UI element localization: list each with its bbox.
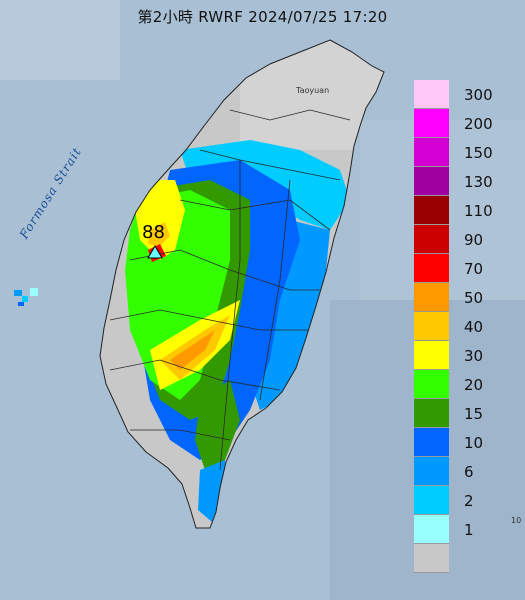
- max-value-label: 88: [142, 222, 165, 243]
- zone-40mm-north: [148, 222, 170, 246]
- color-legend: [414, 80, 449, 573]
- legend-label: 15: [464, 405, 484, 423]
- penghu-islands: [14, 288, 38, 306]
- legend-label: 90: [464, 231, 484, 249]
- map-title: 第2小時 RWRF 2024/07/25 17:20: [137, 8, 388, 26]
- city-label: Taoyuan: [296, 86, 330, 95]
- legend-label: 6: [464, 463, 474, 481]
- legend-swatch: [414, 341, 449, 370]
- zone-50mm: [170, 330, 215, 370]
- legend-swatch: [414, 80, 449, 109]
- legend-label: 1: [464, 521, 474, 539]
- max-marker-icon: [147, 245, 163, 259]
- legend-swatch: [414, 167, 449, 196]
- legend-swatch: [414, 254, 449, 283]
- legend-swatch: [414, 312, 449, 341]
- legend-swatch: [414, 457, 449, 486]
- legend-swatch: [414, 486, 449, 515]
- legend-swatch: [414, 370, 449, 399]
- legend-swatch: [414, 544, 449, 573]
- legend-label: 20: [464, 376, 484, 394]
- legend-swatch: [414, 196, 449, 225]
- legend-label: 40: [464, 318, 484, 336]
- legend-swatch: [414, 138, 449, 167]
- legend-label: 110: [464, 202, 493, 220]
- legend-label: 70: [464, 260, 484, 278]
- county-boundaries: [109, 109, 351, 471]
- zone-6mm-east: [250, 220, 330, 410]
- legend-label: 10: [464, 434, 484, 452]
- zone-15mm-south: [195, 380, 240, 470]
- legend-label: 2: [464, 492, 474, 510]
- taiwan-coastline: [99, 39, 385, 529]
- legend-label: 150: [464, 144, 493, 162]
- legend-swatch: [414, 515, 449, 544]
- legend-swatch: [414, 109, 449, 138]
- edge-label: 10: [511, 516, 522, 525]
- legend-label: 300: [464, 86, 493, 104]
- cloud-texture-3: [0, 0, 120, 80]
- legend-label: 200: [464, 115, 493, 133]
- legend-swatch: [414, 428, 449, 457]
- legend-label: 50: [464, 289, 484, 307]
- legend-swatch: [414, 283, 449, 312]
- legend-swatch: [414, 225, 449, 254]
- legend-label: 130: [464, 173, 493, 191]
- legend-swatch: [414, 399, 449, 428]
- legend-label: 30: [464, 347, 484, 365]
- zone-30mm-north: [135, 180, 185, 260]
